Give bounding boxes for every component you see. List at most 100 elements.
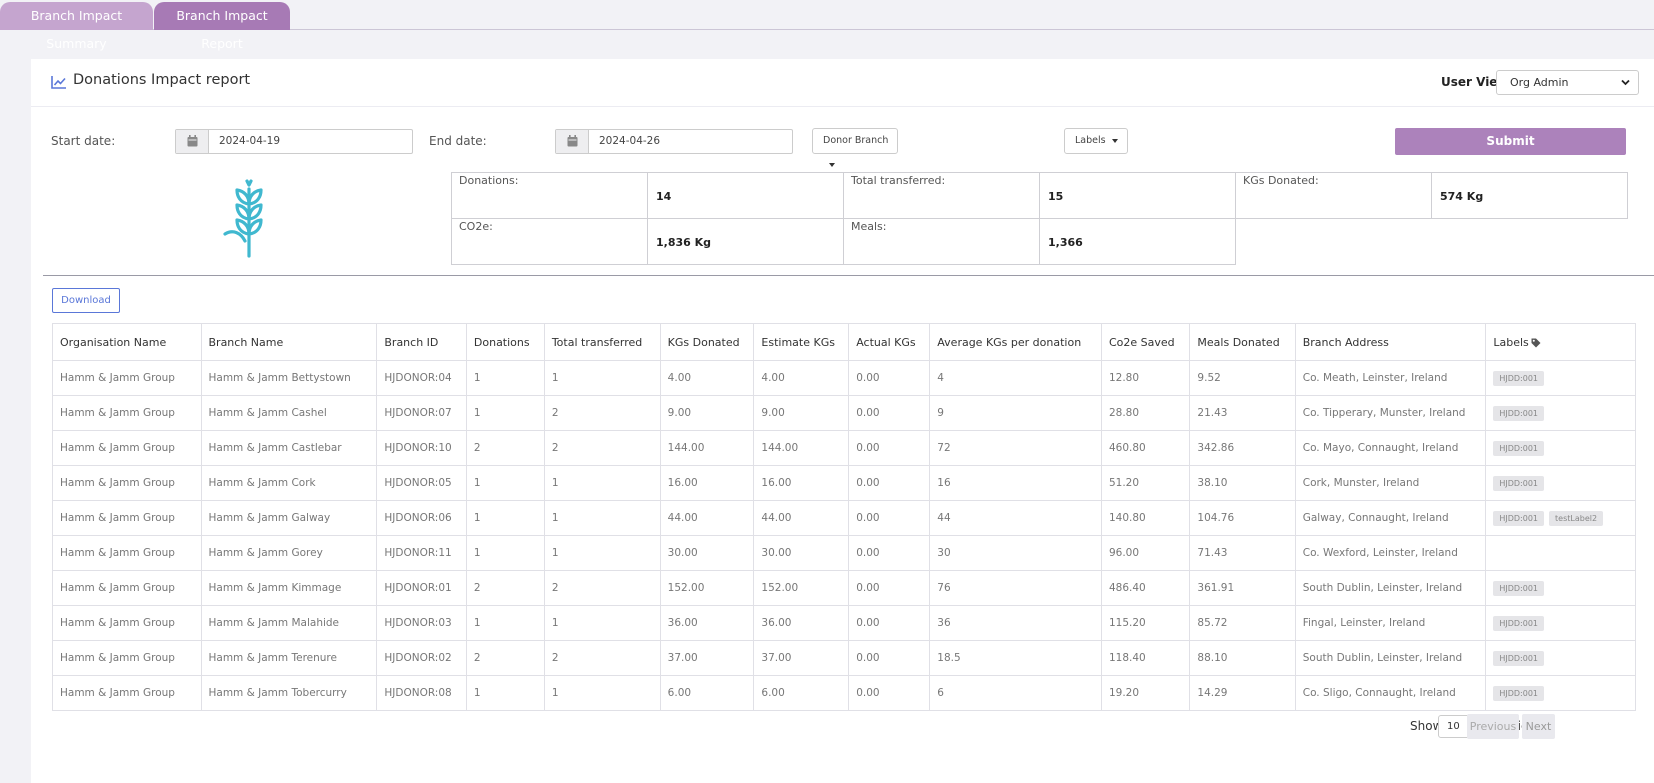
stat-label: Meals: [851, 220, 887, 233]
stat-donations-label-cell: Donations: [451, 172, 648, 219]
tab-branch-impact-report[interactable]: Branch Impact Report [154, 2, 290, 51]
column-header[interactable]: Donations [465, 323, 545, 361]
divider [43, 275, 1654, 276]
label-chip: HJDD:001 [1493, 510, 1545, 526]
stat-label: KGs Donated: [1243, 174, 1319, 187]
meals-cell: 104.76 [1189, 500, 1296, 536]
actual-kgs-cell: 0.00 [848, 640, 931, 676]
label-chip: HJDD:001 [1493, 615, 1545, 631]
column-header[interactable]: Co2e Saved [1100, 323, 1191, 361]
table-row: Hamm & Jamm Group Hamm & Jamm Malahide HJD… [52, 605, 1636, 641]
address-cell: Co. Meath, Leinster, Ireland [1294, 360, 1487, 396]
stat-donations-value-cell: 14 [647, 172, 844, 219]
stat-co2e-value-cell: 1,836 Kg [647, 218, 844, 265]
user-view-select[interactable]: Org Admin [1496, 70, 1639, 95]
meals-cell: 21.43 [1189, 395, 1296, 431]
column-header[interactable]: Branch ID [376, 323, 467, 361]
address-cell: Co. Tipperary, Munster, Ireland [1294, 395, 1487, 431]
branch-id-cell: HJDONOR:05 [376, 465, 467, 501]
kgs-donated-cell: 36.00 [659, 605, 755, 641]
avg-kgs-cell: 44 [929, 500, 1102, 536]
label-chip: testLabel2 [1549, 510, 1604, 526]
previous-button[interactable]: Previous [1467, 714, 1519, 739]
labels-cell: HJDD:001 [1485, 430, 1636, 466]
donations-cell: 2 [465, 570, 545, 606]
end-date-value: 2024-04-26 [599, 135, 661, 147]
tab-branch-impact-summary[interactable]: Branch Impact Summary [0, 2, 153, 51]
org-name-cell: Hamm & Jamm Group [52, 360, 202, 396]
column-header[interactable]: Branch Address [1294, 323, 1487, 361]
submit-button[interactable]: Submit [1395, 128, 1626, 155]
labels-cell: HJDD:001 [1485, 675, 1636, 711]
org-name-cell: Hamm & Jamm Group [52, 640, 202, 676]
label-chip: HJDD:001 [1493, 580, 1545, 596]
column-header[interactable]: Organisation Name [52, 323, 202, 361]
end-date-field[interactable]: 2024-04-26 [555, 129, 793, 154]
meals-cell: 361.91 [1189, 570, 1296, 606]
transferred-cell: 2 [543, 430, 661, 466]
transferred-cell: 1 [543, 465, 661, 501]
donations-cell: 1 [465, 465, 545, 501]
user-view-value: Org Admin [1510, 76, 1569, 89]
estimate-kgs-cell: 152.00 [753, 570, 850, 606]
caret-down-icon [1111, 138, 1118, 143]
address-cell: Co. Sligo, Connaught, Ireland [1294, 675, 1487, 711]
kgs-donated-cell: 144.00 [659, 430, 755, 466]
labels-header-text: Labels [1493, 335, 1529, 349]
next-button[interactable]: Next [1522, 714, 1555, 739]
column-header[interactable]: Estimate KGs [753, 323, 850, 361]
address-cell: Cork, Munster, Ireland [1294, 465, 1487, 501]
transferred-cell: 1 [543, 360, 661, 396]
stats-grid: Donations: 14 Total transferred: 15 KGs … [451, 172, 1631, 266]
avg-kgs-cell: 76 [929, 570, 1102, 606]
meals-cell: 9.52 [1189, 360, 1296, 396]
table-row: Hamm & Jamm Group Hamm & Jamm Bettystown H… [52, 360, 1636, 396]
estimate-kgs-cell: 44.00 [753, 500, 850, 536]
stat-label: Total transferred: [851, 174, 946, 187]
column-header[interactable]: Meals Donated [1189, 323, 1296, 361]
org-name-cell: Hamm & Jamm Group [52, 465, 202, 501]
meals-cell: 342.86 [1189, 430, 1296, 466]
co2e-cell: 118.40 [1100, 640, 1191, 676]
column-header-labels[interactable]: Labels [1485, 323, 1636, 361]
estimate-kgs-cell: 36.00 [753, 605, 850, 641]
co2e-cell: 28.80 [1100, 395, 1191, 431]
label-chip: HJDD:001 [1493, 475, 1545, 491]
start-date-field[interactable]: 2024-04-19 [175, 129, 413, 154]
column-header[interactable]: KGs Donated [659, 323, 755, 361]
branch-id-cell: HJDONOR:06 [376, 500, 467, 536]
labels-dropdown[interactable]: Labels [1064, 128, 1128, 154]
labels-cell: HJDD:001 [1485, 570, 1636, 606]
branch-name-cell: Hamm & Jamm Galway [200, 500, 378, 536]
donor-branch-dropdown[interactable]: Donor Branch [812, 128, 898, 167]
transferred-cell: 1 [543, 535, 661, 571]
stat-value: 1,836 Kg [656, 236, 712, 249]
table-row: Hamm & Jamm Group Hamm & Jamm Kimmage HJDO… [52, 570, 1636, 606]
wheat-icon [223, 179, 263, 258]
user-view-label: User View: [1441, 75, 1514, 89]
branch-name-cell: Hamm & Jamm Bettystown [200, 360, 378, 396]
address-cell: South Dublin, Leinster, Ireland [1294, 640, 1487, 676]
kgs-donated-cell: 30.00 [659, 535, 755, 571]
branch-id-cell: HJDONOR:07 [376, 395, 467, 431]
stat-kgs-label-cell: KGs Donated: [1235, 172, 1432, 219]
column-header[interactable]: Actual KGs [848, 323, 931, 361]
estimate-kgs-cell: 6.00 [753, 675, 850, 711]
branch-name-cell: Hamm & Jamm Cashel [200, 395, 378, 431]
address-cell: Galway, Connaught, Ireland [1294, 500, 1487, 536]
co2e-cell: 19.20 [1100, 675, 1191, 711]
column-header[interactable]: Average KGs per donation [929, 323, 1102, 361]
end-date-label: End date: [429, 134, 487, 148]
donations-cell: 2 [465, 640, 545, 676]
co2e-cell: 51.20 [1100, 465, 1191, 501]
card-header: Donations Impact report User View: Org A… [31, 59, 1654, 107]
donations-cell: 1 [465, 605, 545, 641]
column-header[interactable]: Total transferred [543, 323, 661, 361]
avg-kgs-cell: 36 [929, 605, 1102, 641]
org-name-cell: Hamm & Jamm Group [52, 570, 202, 606]
column-header[interactable]: Branch Name [200, 323, 378, 361]
download-button[interactable]: Download [52, 288, 120, 313]
transferred-cell: 2 [543, 640, 661, 676]
org-name-cell: Hamm & Jamm Group [52, 430, 202, 466]
address-cell: South Dublin, Leinster, Ireland [1294, 570, 1487, 606]
